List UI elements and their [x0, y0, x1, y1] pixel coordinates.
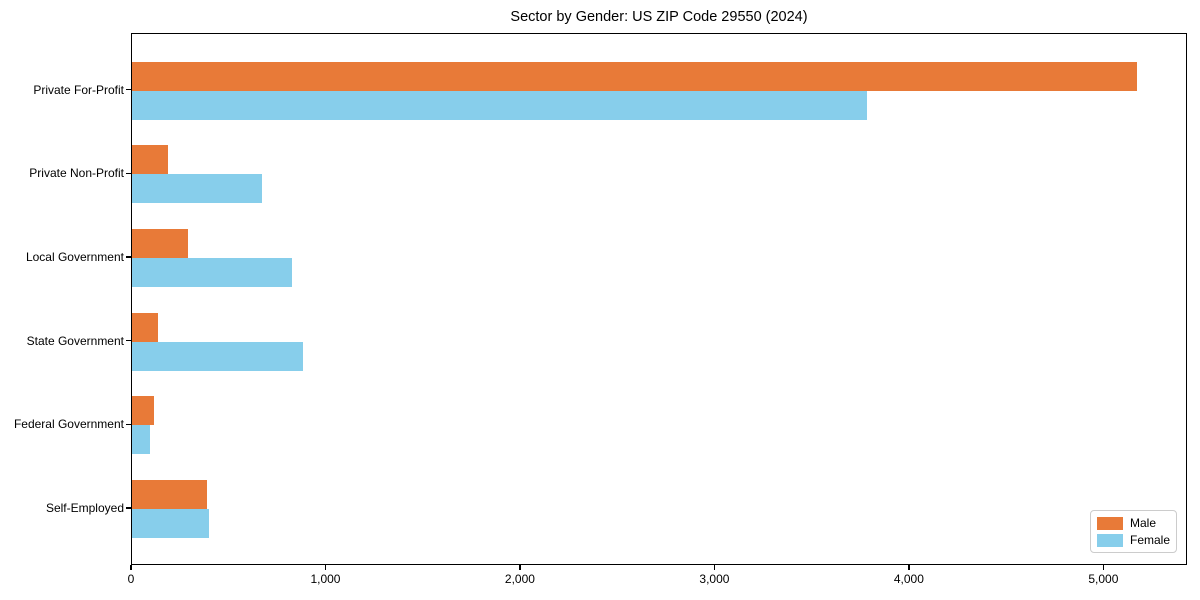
legend-label-male: Male [1130, 516, 1157, 530]
y-axis-label: Self-Employed [45, 501, 124, 515]
bar-male [132, 61, 1137, 91]
y-tick-mark [126, 172, 131, 174]
bar-male [132, 396, 154, 426]
bar-female [132, 509, 209, 538]
x-tick-label: 1,000 [310, 572, 341, 586]
bar-male [132, 480, 208, 509]
y-tick-mark [126, 507, 131, 509]
x-tick-label: 0 [127, 572, 135, 586]
female-swatch [1097, 533, 1123, 547]
x-tick-mark [908, 565, 910, 570]
x-tick-mark [324, 565, 327, 570]
x-tick-label: 2,000 [504, 572, 535, 586]
male-swatch [1097, 516, 1123, 530]
bar-female [132, 425, 151, 455]
y-axis-label: Private For-Profit [33, 82, 124, 97]
y-tick-mark [126, 423, 131, 425]
legend-item-male: Male [1097, 516, 1170, 530]
y-axis-label: Local Government [25, 249, 124, 264]
x-tick-mark [519, 565, 521, 570]
y-tick-mark [126, 256, 131, 258]
legend-item-female: Female [1097, 533, 1170, 547]
bar-female [132, 341, 303, 371]
y-axis-label: Federal Government [13, 417, 124, 432]
y-axis-label: State Government [26, 333, 124, 348]
x-tick-mark [130, 565, 132, 570]
legend-label-female: Female [1130, 533, 1171, 547]
chart-title: Sector by Gender: US ZIP Code 29550 (202… [510, 9, 808, 25]
bar-male [132, 228, 189, 258]
legend: Male Female [1090, 510, 1177, 553]
y-tick-mark [126, 88, 131, 91]
x-tick-label: 5,000 [1088, 572, 1119, 586]
x-tick-label: 4,000 [893, 572, 924, 586]
bar-female [132, 257, 292, 287]
bar-male [132, 145, 168, 175]
x-tick-mark [713, 565, 716, 570]
bar-female [132, 174, 263, 204]
bar-female [132, 90, 867, 120]
bar-male [132, 312, 159, 342]
y-axis-label: Private Non-Profit [29, 166, 124, 181]
x-tick-label: 3,000 [699, 572, 730, 586]
x-tick-mark [1102, 565, 1105, 570]
y-tick-mark [126, 339, 131, 342]
plot-area [131, 33, 1187, 565]
